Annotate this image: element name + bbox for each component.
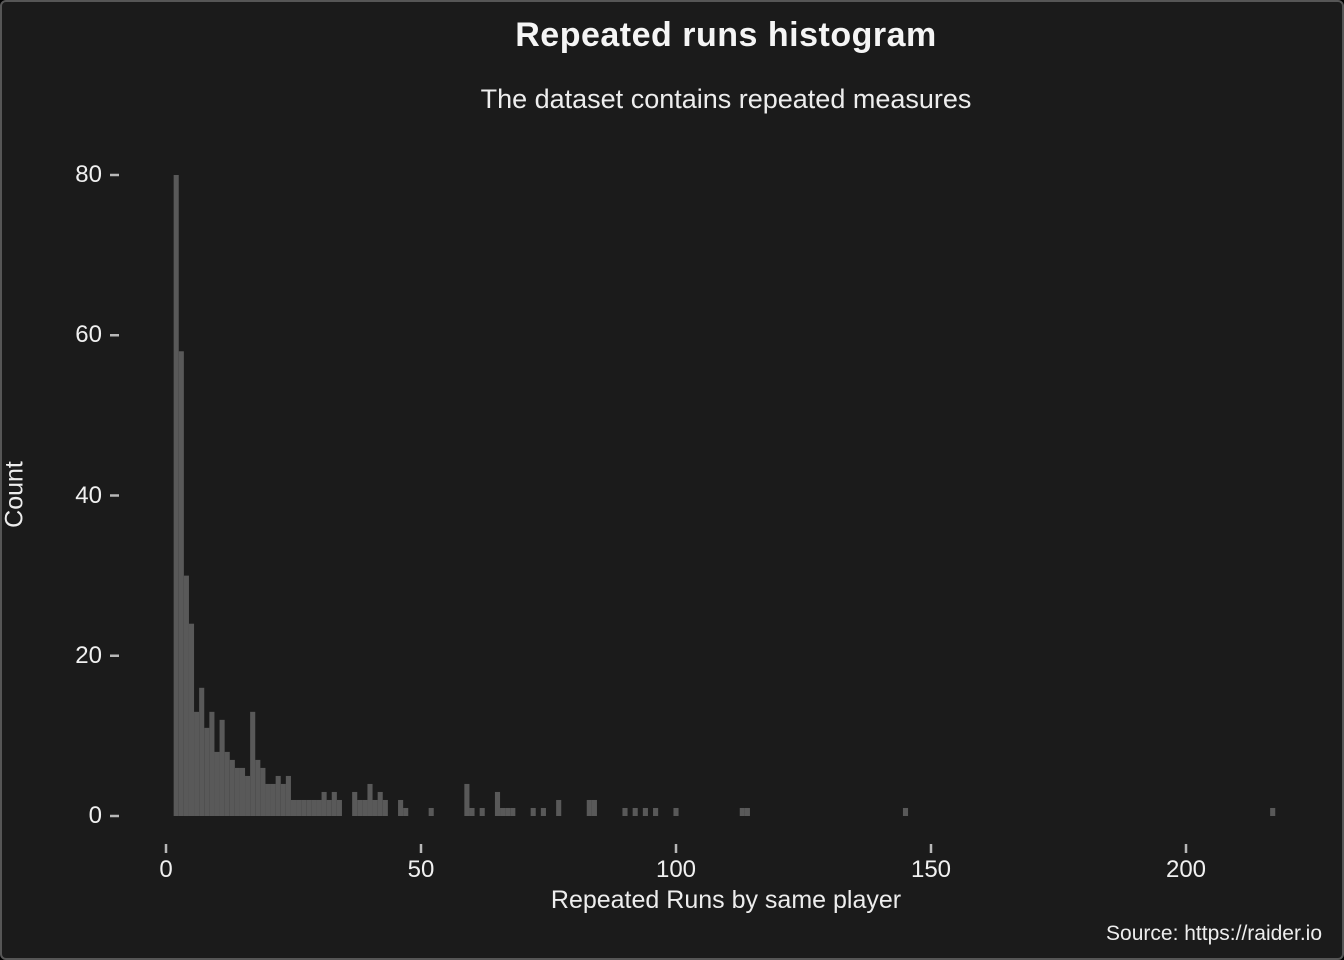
histogram-bar [398, 799, 404, 816]
histogram-bar [183, 575, 189, 817]
histogram-bar [311, 799, 317, 816]
histogram-bar [260, 767, 266, 816]
chart-subtitle: The dataset contains repeated measures [480, 84, 972, 114]
histogram-bar [673, 807, 679, 816]
histogram-bar [352, 791, 358, 816]
histogram-bar [250, 711, 256, 816]
histogram-bar [280, 783, 286, 816]
x-tick-label: 150 [910, 856, 952, 883]
histogram-bar [245, 775, 251, 816]
histogram-bar [428, 807, 434, 816]
histogram-bar [479, 807, 485, 816]
histogram-bar [285, 775, 291, 816]
histogram-bar [173, 175, 179, 816]
histogram-bar [540, 807, 546, 816]
histogram-bar [219, 719, 225, 816]
histogram-bar [642, 807, 648, 816]
x-tick-label: 200 [1165, 856, 1207, 883]
histogram-bar [326, 799, 332, 816]
histogram-bar [377, 791, 383, 816]
histogram-bar [188, 623, 195, 816]
histogram-bar [316, 799, 322, 816]
histogram-bar [321, 791, 327, 816]
histogram-bar [469, 807, 475, 816]
histogram-bar [505, 807, 511, 816]
y-tick-label: 80 [75, 161, 102, 188]
histogram-bar [178, 351, 184, 816]
histogram-bar [296, 799, 302, 816]
histogram-bar [204, 727, 210, 816]
histogram-bar [622, 807, 628, 816]
y-axis-title: Count [0, 461, 29, 528]
histogram-bar [255, 759, 261, 816]
y-tick-label: 20 [75, 641, 102, 669]
histogram-bar [234, 767, 240, 816]
histogram-bar [403, 807, 409, 816]
histogram-bar [301, 799, 307, 816]
histogram-bar [357, 799, 363, 816]
histogram-bar [591, 799, 597, 816]
histogram-bar [336, 799, 342, 816]
histogram-bar [275, 775, 281, 816]
y-tick-label: 40 [75, 481, 102, 509]
histogram-bar [464, 783, 470, 816]
histogram-bar [239, 767, 246, 816]
y-tick-label: 0 [88, 802, 102, 829]
histogram-bar [902, 807, 909, 816]
x-axis-title: Repeated Runs by same player [550, 886, 902, 914]
histogram-bar [653, 807, 659, 816]
histogram-bar [290, 799, 297, 816]
histogram-bar [500, 807, 506, 816]
histogram-bar [494, 791, 501, 816]
histogram-bar [199, 687, 205, 816]
histogram-bar [739, 807, 745, 816]
histogram-bar [224, 751, 230, 816]
histogram-bar [265, 783, 271, 816]
histogram-bar [372, 799, 378, 816]
histogram-bar [744, 807, 750, 816]
histogram-bar [586, 799, 592, 816]
histogram-bar [510, 807, 516, 816]
y-tick-label: 60 [75, 321, 102, 349]
histogram-bar [214, 751, 220, 816]
histogram-bar [270, 783, 276, 816]
histogram-bar [362, 799, 368, 816]
histogram-bar [367, 783, 373, 816]
x-tick-label: 50 [407, 856, 435, 883]
histogram-bar [229, 759, 235, 816]
histogram-bar [209, 711, 215, 816]
histogram-bar [556, 799, 562, 816]
histogram-bar [382, 799, 388, 816]
histogram-bar [306, 799, 312, 816]
histogram-bar [632, 807, 638, 816]
x-tick-label: 100 [655, 856, 697, 883]
histogram-bar [530, 807, 536, 816]
chart-title: Repeated runs histogram [515, 16, 937, 54]
histogram-bar [331, 791, 337, 816]
source-caption: Source: https://raider.io [1106, 922, 1322, 945]
x-tick-label: 0 [159, 856, 173, 883]
histogram-bar [1270, 807, 1276, 816]
histogram-bar [194, 711, 200, 816]
